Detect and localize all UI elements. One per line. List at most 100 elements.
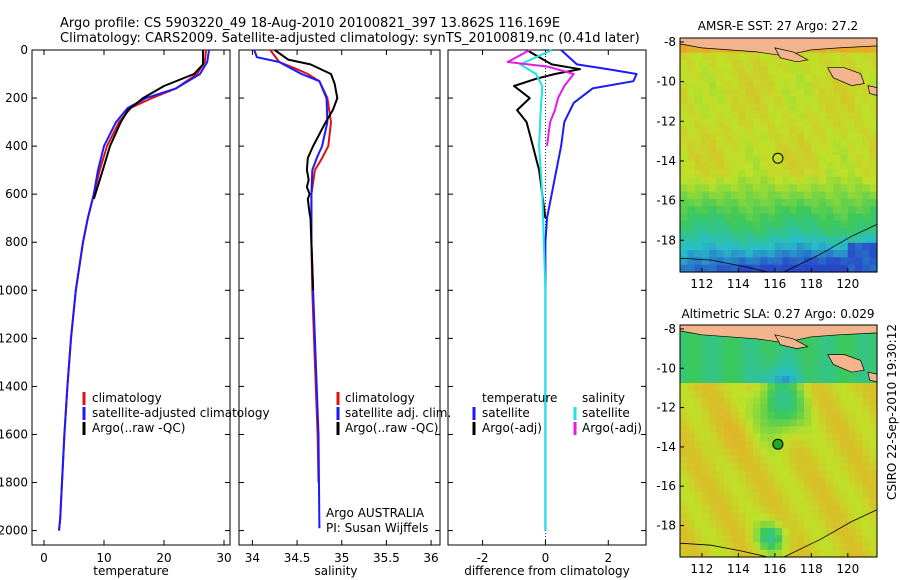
- map-cell: [767, 96, 776, 105]
- map-cell: [789, 147, 798, 156]
- map-cell: [804, 477, 812, 486]
- map-cell: [869, 441, 878, 449]
- map-cell: [738, 535, 747, 544]
- map-cell: [833, 441, 842, 449]
- map-cell: [825, 506, 834, 515]
- map-cell: [818, 535, 827, 544]
- map-cell: [767, 368, 776, 377]
- map-cell: [723, 198, 732, 207]
- map-cell: [745, 462, 754, 471]
- map-cell: [680, 169, 688, 178]
- map-cell: [709, 477, 718, 486]
- map-cell: [687, 169, 696, 178]
- map-cell: [833, 162, 842, 171]
- map-cell: [825, 390, 834, 399]
- map-cell: [833, 462, 842, 471]
- map-cell: [680, 184, 688, 193]
- map-cell: [804, 491, 812, 500]
- map-cell: [738, 103, 747, 112]
- map-cell: [760, 74, 769, 83]
- map-cell: [855, 542, 864, 551]
- map-cell: [796, 397, 805, 406]
- map-cell: [847, 89, 856, 98]
- map-cell: [789, 125, 798, 134]
- map-cell: [709, 264, 718, 273]
- map-cell: [818, 169, 827, 178]
- map-cell: [855, 155, 864, 163]
- map-cell: [760, 499, 769, 507]
- map-cell: [752, 499, 761, 507]
- map-cell: [731, 368, 739, 377]
- map-cell: [767, 162, 776, 171]
- map-cell: [818, 133, 827, 141]
- map-cell: [767, 426, 776, 435]
- legend-title-temperature: temperature: [482, 391, 557, 405]
- map-cell: [723, 477, 732, 486]
- map-cell: [680, 257, 688, 266]
- map-cell: [847, 506, 856, 515]
- map-cell: [767, 147, 776, 156]
- map-cell: [701, 81, 710, 90]
- map-cell: [789, 59, 798, 68]
- map-cell: [774, 484, 783, 493]
- map-cell: [774, 74, 783, 83]
- map-cell: [796, 257, 805, 266]
- map-cell: [789, 361, 798, 370]
- map-cell: [818, 383, 827, 391]
- map-cell: [716, 125, 725, 134]
- map-cell: [818, 412, 827, 420]
- map-cell: [840, 191, 849, 200]
- map-cell: [833, 169, 842, 178]
- map-cell: [687, 506, 696, 515]
- map-cell: [760, 448, 769, 457]
- map-cell: [723, 397, 732, 406]
- map-cell: [774, 264, 783, 273]
- map-cell: [833, 484, 842, 493]
- map-cell: [833, 235, 842, 244]
- map-cell: [774, 368, 783, 377]
- map-cell: [767, 67, 776, 76]
- map-cell: [709, 470, 718, 478]
- map-cell: [716, 147, 725, 156]
- map-cell: [869, 74, 878, 83]
- y-tick-label: 200: [5, 91, 28, 105]
- map-cell: [738, 155, 747, 163]
- map-cell: [847, 484, 856, 493]
- map-cell: [731, 140, 739, 149]
- map-cell: [680, 45, 688, 54]
- map-cell: [738, 67, 747, 76]
- map-cell: [760, 375, 769, 384]
- map-cell: [752, 89, 761, 98]
- map-cell: [774, 111, 783, 120]
- map-cell: [789, 162, 798, 171]
- map-cell: [680, 67, 688, 76]
- map-cell: [818, 67, 827, 76]
- map-cell: [760, 184, 769, 193]
- map-cell: [869, 250, 878, 258]
- map-cell: [855, 147, 864, 156]
- map-cell: [862, 235, 871, 244]
- map-cell: [825, 74, 834, 83]
- map-cell: [811, 528, 820, 536]
- map-cell: [745, 383, 754, 391]
- map-cell: [833, 426, 842, 435]
- map-cell: [847, 59, 856, 68]
- map-cell: [840, 542, 849, 551]
- map-cell: [716, 59, 725, 68]
- map-cell: [745, 368, 754, 377]
- map-cell: [760, 383, 769, 391]
- map-cell: [687, 206, 696, 215]
- map-cell: [855, 45, 864, 54]
- map-cell: [825, 198, 834, 207]
- map-cell: [687, 125, 696, 134]
- map-cell: [869, 191, 878, 200]
- map-cell: [862, 491, 871, 500]
- map-cell: [855, 81, 864, 90]
- map-cell: [723, 506, 732, 515]
- map-cell: [825, 52, 834, 61]
- map-cell: [745, 484, 754, 493]
- map-cell: [680, 81, 688, 90]
- map-cell: [811, 339, 820, 348]
- map-cell: [789, 206, 798, 215]
- map-cell: [840, 477, 849, 486]
